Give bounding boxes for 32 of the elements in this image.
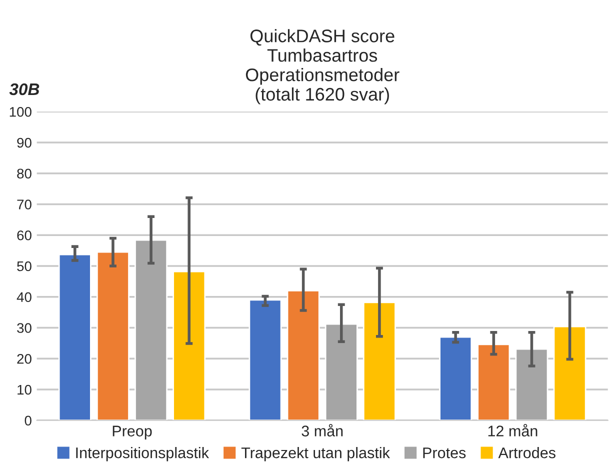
bar bbox=[172, 270, 206, 420]
y-tick-label: 100 bbox=[10, 106, 32, 117]
bar bbox=[248, 299, 282, 420]
bar bbox=[439, 336, 472, 420]
y-tick-label: 70 bbox=[17, 200, 32, 210]
legend-label: Interpositionsplastik bbox=[76, 447, 210, 462]
legend-label: Protes bbox=[423, 448, 466, 458]
bar bbox=[134, 239, 168, 420]
y-tick-label: 90 bbox=[17, 138, 32, 148]
bar bbox=[286, 290, 320, 420]
bar bbox=[58, 254, 92, 420]
y-tick-label: 50 bbox=[17, 261, 32, 272]
y-tick-label: 0 bbox=[24, 416, 32, 426]
y-tick-label: 20 bbox=[17, 354, 32, 364]
legend-label: Trapezekt utan plastik bbox=[241, 447, 390, 462]
bar bbox=[515, 348, 548, 420]
bar bbox=[362, 302, 396, 420]
y-tick-label: 80 bbox=[17, 168, 32, 179]
y-tick-label: 40 bbox=[16, 292, 32, 302]
bar bbox=[477, 344, 510, 420]
y-tick-label: 30 bbox=[17, 323, 32, 333]
x-tick-label: Preop bbox=[112, 426, 152, 440]
x-tick-label: 12 mån bbox=[488, 424, 538, 436]
legend-label: Artrodes bbox=[498, 447, 556, 458]
chart-title: QuickDASH score Tumbasartros Operationsmetoder (totalt 1620 svar) bbox=[246, 29, 400, 104]
bar bbox=[324, 323, 358, 420]
y-tick-label: 60 bbox=[17, 230, 32, 240]
bar bbox=[553, 326, 586, 420]
x-tick-label: 3 mån bbox=[302, 424, 343, 436]
text: 30B bbox=[9, 83, 40, 96]
y-tick-label: 10 bbox=[18, 384, 32, 395]
bar bbox=[96, 251, 130, 420]
